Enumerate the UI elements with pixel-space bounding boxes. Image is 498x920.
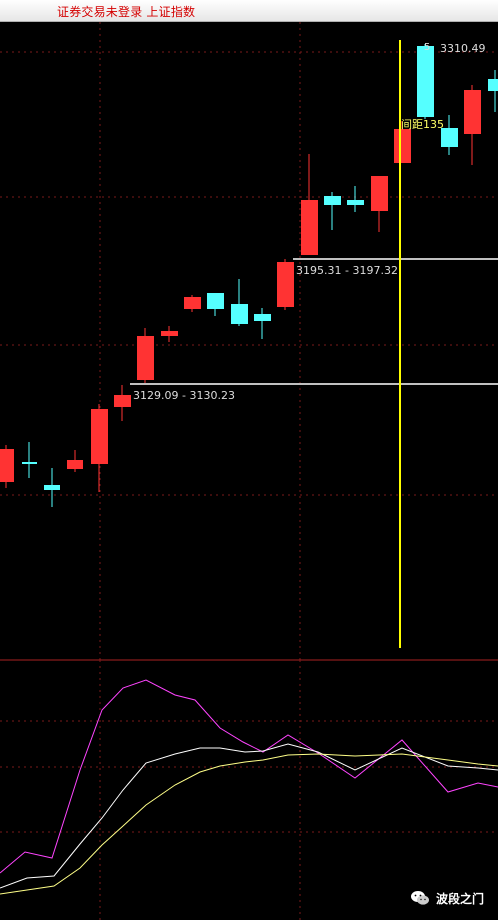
price-level-upper[interactable]: 3195.31 - 3197.32: [293, 258, 498, 277]
indicator-line-slow: [0, 753, 498, 895]
candle[interactable]: [22, 442, 37, 478]
candle[interactable]: [44, 468, 60, 507]
candlesticks: [0, 44, 498, 507]
high-price-label: 3310.49: [440, 42, 486, 55]
candle[interactable]: [254, 308, 271, 339]
candle[interactable]: [207, 293, 224, 316]
candle[interactable]: [137, 328, 154, 383]
candle[interactable]: [231, 279, 248, 326]
window-title: 证券交易未登录 上证指数: [57, 5, 196, 19]
wechat-icon: [410, 891, 429, 905]
kline-chart[interactable]: 3195.31 - 3197.32 3129.09 - 3130.23 5 33…: [0, 22, 498, 920]
candle[interactable]: [161, 326, 178, 342]
price-grid: [0, 22, 498, 660]
watermark: 波段之门: [410, 886, 484, 910]
candle[interactable]: [441, 115, 458, 155]
candle[interactable]: [67, 450, 83, 472]
price-level-lower[interactable]: 3129.09 - 3130.23: [130, 383, 498, 402]
candle[interactable]: [394, 121, 411, 163]
candle[interactable]: [324, 192, 341, 230]
price-level-upper-label: 3195.31 - 3197.32: [296, 264, 398, 277]
title-bar: 证券交易未登录 上证指数: [0, 0, 498, 22]
candle[interactable]: [91, 404, 108, 492]
range-distance-label: 间距135: [401, 118, 444, 131]
candle[interactable]: [277, 259, 294, 310]
candle[interactable]: [371, 176, 388, 232]
candle[interactable]: [114, 385, 131, 421]
candle[interactable]: [464, 85, 481, 165]
candle[interactable]: [347, 186, 364, 212]
candle[interactable]: [0, 445, 14, 488]
candle[interactable]: [184, 295, 201, 312]
watermark-text: 波段之门: [435, 891, 484, 906]
price-level-lower-label: 3129.09 - 3130.23: [133, 389, 235, 402]
candle[interactable]: [301, 154, 318, 255]
candle[interactable]: [417, 44, 434, 119]
indicator-grid: [0, 660, 498, 920]
indicator-line-mid: [0, 743, 498, 889]
candle[interactable]: [488, 70, 498, 112]
high-marker: 5: [424, 42, 430, 53]
indicator-line-fast: [0, 679, 498, 874]
